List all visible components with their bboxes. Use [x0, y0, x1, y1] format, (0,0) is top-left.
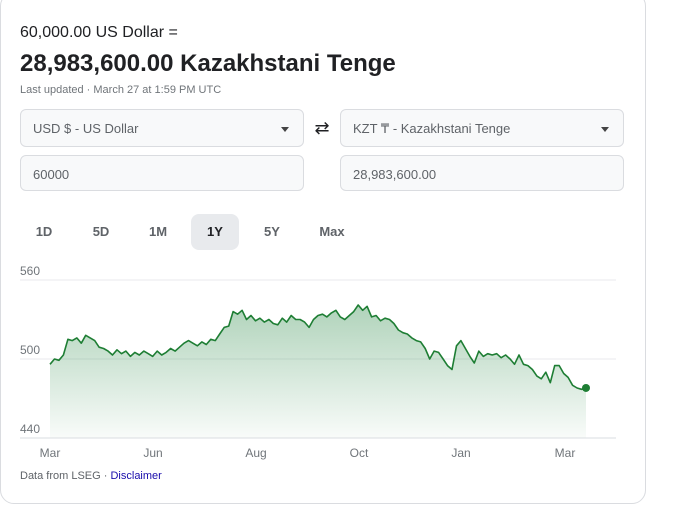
chevron-down-icon [601, 127, 609, 132]
x-tick-label: Mar [40, 446, 61, 460]
conversion-result: 28,983,600.00 Kazakhstani Tenge [20, 50, 396, 77]
to-currency-label: KZT ₸ - Kazakhstani Tenge [353, 121, 511, 136]
from-currency-label: USD $ - US Dollar [33, 121, 139, 136]
chevron-down-icon [281, 127, 289, 132]
to-amount-input[interactable]: 28,983,600.00 [340, 155, 624, 191]
rate-area-fill [50, 305, 586, 438]
data-source-text: Data from LSEG · [20, 470, 111, 482]
y-tick-label: 440 [20, 422, 40, 436]
tab-5y[interactable]: 5Y [264, 224, 280, 239]
disclaimer-link[interactable]: Disclaimer [110, 470, 162, 482]
x-tick-label: Mar [555, 446, 576, 460]
from-amount-input[interactable]: 60000 [20, 155, 304, 191]
from-currency-select[interactable]: USD $ - US Dollar [20, 109, 304, 147]
data-source-footer: Data from LSEG · Disclaimer [20, 470, 162, 482]
from-amount-value: 60000 [33, 167, 70, 182]
tab-1d[interactable]: 1D [35, 224, 53, 239]
source-amount-line: 60,000.00 US Dollar = [20, 24, 178, 41]
current-rate-marker [582, 383, 590, 392]
swap-arrows-icon[interactable]: ⇄ [314, 118, 330, 138]
last-updated: Last updated · March 27 at 1:59 PM UTC [20, 84, 222, 96]
y-tick-label: 560 [20, 264, 40, 278]
to-amount-value: 28,983,600.00 [353, 167, 437, 182]
x-tick-label: Oct [350, 446, 369, 460]
tab-max[interactable]: Max [319, 224, 345, 239]
y-tick-label: 500 [20, 343, 40, 357]
tab-1y[interactable]: 1Y [191, 214, 239, 250]
tab-1m[interactable]: 1M [148, 224, 168, 239]
x-tick-label: Jun [143, 446, 162, 460]
rate-line [49, 304, 587, 391]
x-tick-label: Aug [245, 446, 266, 460]
to-currency-select[interactable]: KZT ₸ - Kazakhstani Tenge [340, 109, 624, 147]
x-tick-label: Jan [451, 446, 470, 460]
tab-5d[interactable]: 5D [92, 224, 110, 239]
